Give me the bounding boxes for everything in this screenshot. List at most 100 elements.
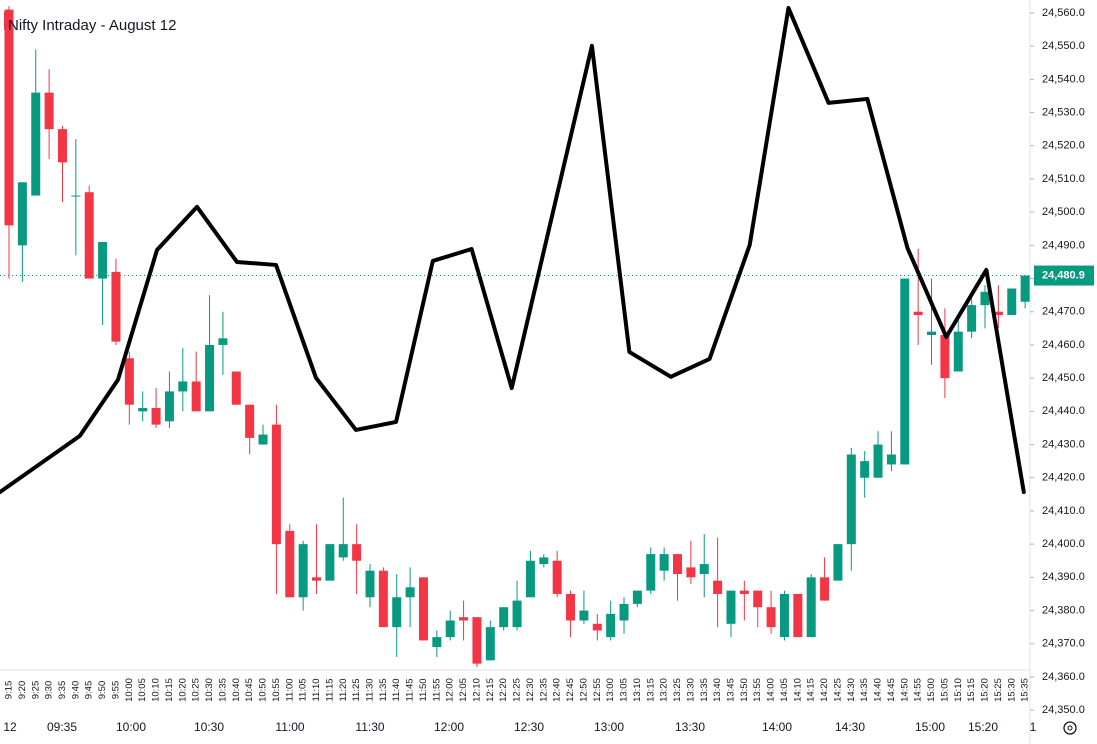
x-tick-label: 12:55 <box>592 678 603 702</box>
chart-title: Nifty Intraday - August 12 <box>8 17 176 34</box>
x-tick-label: 14:45 <box>886 678 897 702</box>
x-tick-label: 9:40 <box>70 681 81 700</box>
y-tick-label: 24,470.0 <box>1042 306 1085 318</box>
drawing-line <box>0 5 1026 495</box>
y-tick-label: 24,490.0 <box>1042 239 1085 251</box>
candle-body <box>178 381 188 392</box>
candle-body <box>739 590 749 594</box>
candle-body <box>499 607 509 628</box>
x-tick-label: 10:50 <box>258 678 269 702</box>
candle-body <box>726 590 736 624</box>
x-tick-label: 15:30 <box>1006 678 1017 702</box>
x-tick-label: 12:50 <box>578 678 589 702</box>
x-tick-label: 10:15 <box>164 678 175 702</box>
candle-body <box>900 278 910 465</box>
candle-body <box>512 600 522 628</box>
y-tick-label: 24,370.0 <box>1042 638 1085 650</box>
settings-icon[interactable] <box>1063 721 1077 735</box>
y-tick-label: 24,520.0 <box>1042 140 1085 152</box>
x-tick-label: 13:00 <box>605 678 616 702</box>
x-tick-label: 15:35 <box>1020 678 1031 702</box>
x-tick-label: 14:50 <box>899 678 910 702</box>
x-tick-label: 11:55 <box>431 678 442 701</box>
x-tick-label: 10:30 <box>204 678 215 702</box>
y-tick-label: 24,530.0 <box>1042 106 1085 118</box>
x-tick-label: 13:55 <box>752 678 763 702</box>
x-tick-label: 10:25 <box>191 678 202 702</box>
x-tick-label: 13:10 <box>632 678 643 702</box>
candle-body <box>258 434 268 445</box>
candle-body <box>793 593 803 638</box>
x-tick-label: 10:10 <box>151 678 162 702</box>
candle-body <box>231 371 241 405</box>
candle-body <box>472 617 482 664</box>
time-label: 12:00 <box>434 720 464 734</box>
y-tick-label: 24,550.0 <box>1042 40 1085 52</box>
candle-body <box>432 637 442 648</box>
candle-body <box>820 577 830 601</box>
x-tick-label: 11:40 <box>391 678 402 701</box>
x-tick-label: 13:50 <box>739 678 750 702</box>
x-tick-label: 13:20 <box>659 678 670 702</box>
candle-body <box>418 577 428 641</box>
candle-body <box>913 311 923 316</box>
y-tick-label: 24,430.0 <box>1042 438 1085 450</box>
candle-body <box>566 593 576 621</box>
x-tick-label: 12:40 <box>552 678 563 702</box>
y-tick-label: 24,460.0 <box>1042 339 1085 351</box>
candle-body <box>57 129 67 163</box>
candle-body <box>365 570 375 598</box>
candle-body <box>766 607 776 628</box>
x-tick-label: 13:05 <box>619 678 630 702</box>
candle-body <box>338 544 348 558</box>
x-tick-label: 13:35 <box>699 678 710 702</box>
x-tick-label: 15:20 <box>980 678 991 702</box>
x-tick-label: 12:20 <box>498 678 509 702</box>
candle-body <box>833 544 843 581</box>
candle-body <box>17 182 27 246</box>
x-tick-label: 11:00 <box>284 678 295 701</box>
x-tick-label: 11:35 <box>378 678 389 701</box>
y-tick-label: 24,410.0 <box>1042 505 1085 517</box>
x-tick-label: 9:30 <box>44 681 55 700</box>
x-tick-label: 12:00 <box>445 678 456 702</box>
x-tick-label: 14:40 <box>873 678 884 702</box>
candle-body <box>312 577 322 581</box>
time-label: 11:00 <box>275 720 304 734</box>
time-label: 15:20 <box>968 720 998 734</box>
candle-body <box>552 560 562 594</box>
last-price-label: 24,480.9 <box>1042 269 1085 281</box>
time-label: 10:30 <box>194 720 224 734</box>
candle-body <box>392 597 402 628</box>
candle-body <box>953 331 963 372</box>
x-tick-label: 10:20 <box>177 678 188 702</box>
candle-body <box>4 9 14 226</box>
x-tick-label: 9:45 <box>84 681 95 700</box>
x-tick-label: 11:50 <box>418 678 429 701</box>
candle-body <box>860 461 870 478</box>
candle-body <box>405 587 415 598</box>
candle-body <box>191 381 201 412</box>
y-tick-label: 24,540.0 <box>1042 73 1085 85</box>
x-tick-label: 10:35 <box>217 678 228 702</box>
x-tick-label: 11:30 <box>365 678 376 701</box>
candle-body <box>592 623 602 631</box>
time-label: 10:00 <box>116 720 146 734</box>
x-tick-label: 14:25 <box>832 678 843 702</box>
candle-body <box>485 627 495 661</box>
y-tick-label: 24,450.0 <box>1042 372 1085 384</box>
x-tick-label: 11:15 <box>324 678 335 701</box>
candle-body <box>218 338 228 345</box>
y-tick-label: 24,380.0 <box>1042 604 1085 616</box>
x-tick-label: 10:55 <box>271 678 282 702</box>
candle-body <box>84 192 94 279</box>
x-tick-label: 15:00 <box>926 678 937 702</box>
y-tick-label: 24,360.0 <box>1042 671 1085 683</box>
candle-body <box>686 567 696 578</box>
settings-icon-center[interactable] <box>1067 725 1073 731</box>
candle-body <box>378 570 388 628</box>
candle-body <box>271 424 281 545</box>
candle-body <box>967 305 977 332</box>
x-tick-label: 13:45 <box>725 678 736 702</box>
